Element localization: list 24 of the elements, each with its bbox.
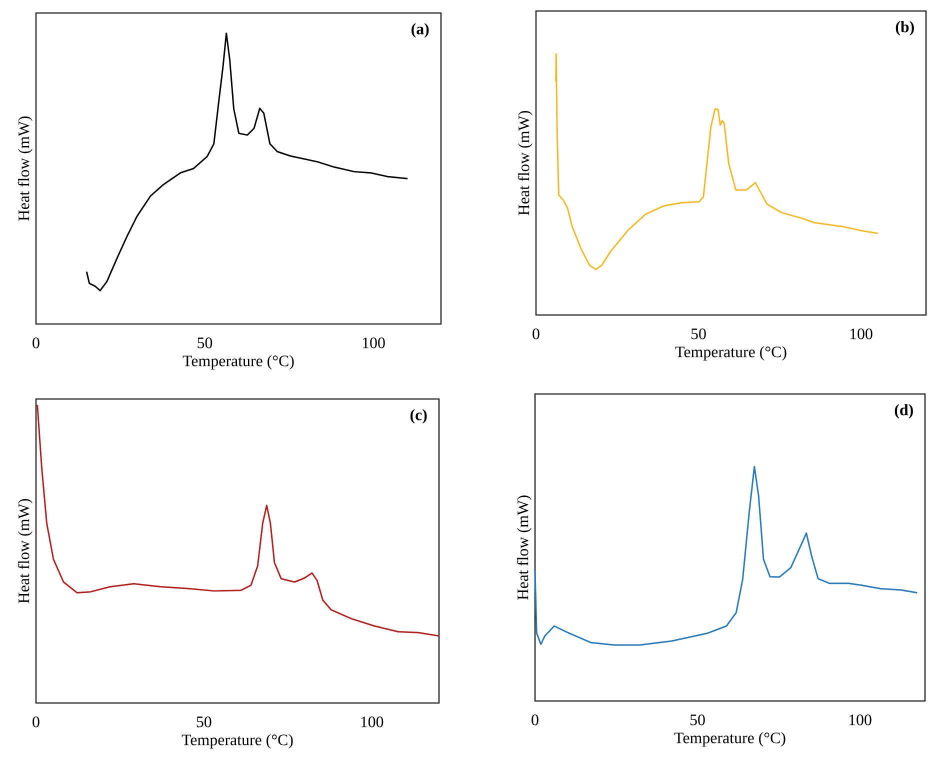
x-tick-label: 0 xyxy=(532,714,538,726)
text: (d) xyxy=(894,404,913,419)
x-tick-label: 100 xyxy=(850,328,872,340)
x-tick-label: 0 xyxy=(32,716,40,728)
x-axis-title: Temperature (°C) xyxy=(674,732,786,747)
x-tick-label: 0 xyxy=(532,328,540,340)
x-axis-title: Temperature (°C) xyxy=(182,734,293,749)
y-axis-title: Heat flow (mW) xyxy=(516,496,532,600)
x-tick-label: 0 xyxy=(32,338,40,348)
y-axis-title: Heat flow (mW) xyxy=(518,111,532,216)
x-tick-label: 100 xyxy=(849,714,872,726)
x-tick-label: 50 xyxy=(196,716,212,728)
annotation: (a) xyxy=(412,23,429,38)
x-tick-label: 50 xyxy=(691,328,706,340)
x-tick-label: 100 xyxy=(362,338,385,348)
annotation: (c) xyxy=(410,409,427,424)
y-axis-title: Heat flow (mW) xyxy=(18,116,32,221)
x-axis-title: Temperature (°C) xyxy=(182,355,294,370)
text: (b) xyxy=(896,21,914,36)
x-axis-title: Temperature (°C) xyxy=(675,346,786,361)
x-tick-label: 50 xyxy=(690,714,705,726)
y-axis-title: Heat flow (mW) xyxy=(18,499,32,604)
x-tick-label: 50 xyxy=(198,338,212,348)
x-tick-label: 100 xyxy=(361,716,384,728)
